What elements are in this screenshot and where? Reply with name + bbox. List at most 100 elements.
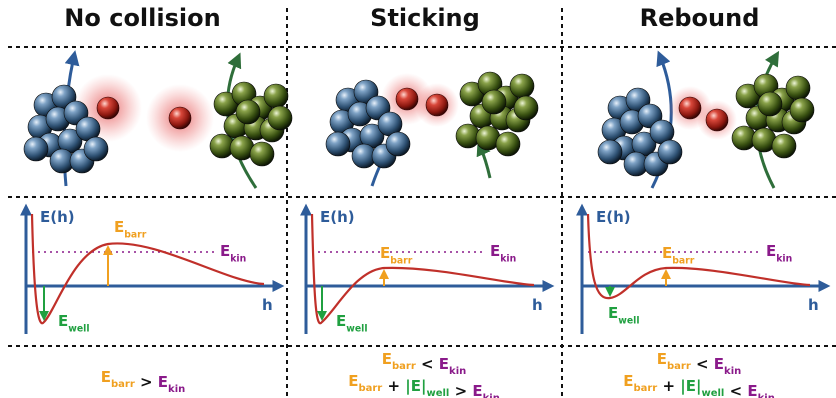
condition-term: E — [472, 382, 482, 398]
condition-line-1-0: Ebarr < Ekin — [382, 350, 467, 377]
condition-subscript: barr — [667, 361, 691, 372]
potential-energy-curve — [30, 213, 265, 325]
condition-subscript: kin — [724, 366, 741, 377]
condition-term: + — [382, 377, 405, 395]
green-particle-cluster — [209, 81, 293, 167]
condition-line-2-1: Ebarr + |E|well < Ekin — [623, 372, 775, 398]
blue-particle-cluster — [325, 79, 411, 169]
barrier-energy-label-sub: barr — [124, 229, 147, 240]
sphere — [771, 133, 797, 159]
sphere — [83, 136, 109, 162]
kinetic-energy-label: Ekin — [766, 242, 792, 264]
sphere — [263, 83, 289, 109]
sphere — [789, 97, 815, 123]
condition-line-0-0: Ebarr > Ekin — [101, 368, 186, 395]
sphere — [657, 139, 683, 165]
red-charged-sphere — [96, 96, 120, 120]
kinetic-energy-label: Ekin — [220, 242, 246, 264]
x-axis-label: h — [808, 296, 819, 314]
red-charged-sphere — [168, 106, 192, 130]
well-energy-label-sub: well — [346, 323, 367, 334]
condition-term: |E| — [680, 377, 701, 396]
column-title-no-collision: No collision — [64, 4, 221, 32]
sphere — [235, 99, 261, 125]
condition-term: E — [158, 373, 168, 391]
kinetic-energy-label-sub: kin — [230, 253, 246, 264]
column-title-sticking: Sticking — [370, 4, 480, 32]
sphere — [495, 131, 521, 157]
kinetic-energy-label-main: E — [220, 242, 230, 260]
condition-term: E — [382, 350, 392, 368]
barrier-energy-label: Ebarr — [662, 244, 695, 266]
sphere — [267, 105, 293, 131]
barrier-energy-label-sub: barr — [390, 255, 413, 266]
sphere — [757, 91, 783, 117]
sphere — [785, 75, 811, 101]
kinetic-energy-label-sub: kin — [500, 253, 516, 264]
barrier-energy-label: Ebarr — [114, 218, 147, 240]
kinetic-energy-label-main: E — [766, 242, 776, 260]
condition-term: > — [135, 373, 158, 391]
potential-energy-curve — [586, 213, 811, 300]
sphere — [325, 131, 351, 157]
red-charged-sphere — [395, 87, 419, 111]
sphere — [249, 141, 275, 167]
condition-term: |E| — [405, 377, 426, 396]
condition-line-1-1: Ebarr + |E|well > Ekin — [348, 372, 500, 398]
potential-energy-curve — [310, 213, 535, 325]
condition-subscript: barr — [111, 379, 135, 390]
kinetic-energy-label-main: E — [490, 242, 500, 260]
condition-term: E — [348, 372, 358, 390]
barrier-energy-label: Ebarr — [380, 244, 413, 266]
separator-lines — [8, 8, 836, 398]
condition-term: < — [416, 355, 439, 373]
barrier-energy-label-main: E — [380, 244, 390, 262]
condition-term: + — [657, 377, 680, 395]
condition-term: E — [623, 372, 633, 390]
condition-subscript: barr — [633, 383, 657, 394]
x-axis-label: h — [262, 296, 273, 314]
condition-term: > — [449, 382, 472, 398]
well-energy-label: Ewell — [608, 304, 640, 326]
y-axis-label: E(h) — [320, 208, 355, 226]
sphere — [513, 95, 539, 121]
trajectory-arrow-green — [476, 140, 492, 179]
blue-particle-cluster — [597, 87, 683, 177]
collision-scene-2 — [597, 50, 815, 189]
x-axis-label: h — [532, 296, 543, 314]
sphere — [385, 131, 411, 157]
condition-term: E — [714, 355, 724, 373]
well-energy-label-sub: well — [68, 323, 89, 334]
condition-term: E — [747, 382, 757, 398]
y-axis-label: E(h) — [596, 208, 631, 226]
condition-subscript: well — [701, 388, 724, 398]
well-energy-label-sub: well — [618, 315, 639, 326]
sphere — [23, 136, 49, 162]
condition-subscript: well — [426, 388, 449, 398]
red-charged-sphere — [425, 93, 449, 117]
well-energy-label-main: E — [336, 312, 346, 330]
well-energy-label: Ewell — [336, 312, 368, 334]
condition-term: < — [691, 355, 714, 373]
barrier-energy-label-main: E — [662, 244, 672, 262]
collision-scene-0 — [23, 50, 293, 189]
condition-term: E — [657, 350, 667, 368]
condition-line-2-0: Ebarr < Ekin — [657, 350, 742, 377]
red-charged-sphere — [705, 108, 729, 132]
barrier-energy-label-main: E — [114, 218, 124, 236]
red-charged-sphere — [678, 96, 702, 120]
sphere — [509, 73, 535, 99]
well-energy-label-main: E — [608, 304, 618, 322]
y-axis-label: E(h) — [40, 208, 75, 226]
kinetic-energy-label: Ekin — [490, 242, 516, 264]
condition-term: E — [101, 368, 111, 386]
condition-subscript: barr — [392, 361, 416, 372]
condition-subscript: kin — [449, 366, 466, 377]
kinetic-energy-label-sub: kin — [776, 253, 792, 264]
sphere — [597, 139, 623, 165]
